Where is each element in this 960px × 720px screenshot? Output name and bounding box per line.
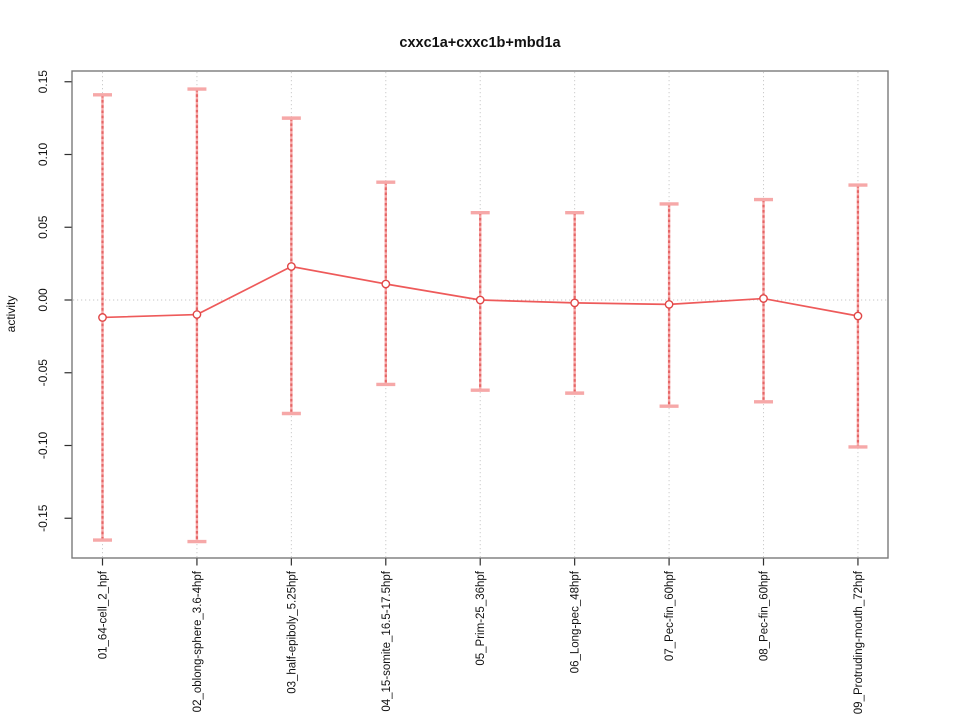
- data-point: [381, 279, 391, 289]
- x-tick-label: 06_Long-pec_48hpf: [570, 570, 582, 673]
- x-tick-label: 02_oblong-sphere_3.6-4hpf: [192, 570, 204, 712]
- y-tick-label: -0.05: [36, 359, 50, 387]
- data-point: [286, 262, 296, 271]
- y-tick-label: 0.05: [36, 215, 50, 239]
- x-tick-label: 09_Protruding-mouth_72hpf: [853, 570, 865, 714]
- plot-box: [71, 70, 889, 559]
- x-tick-label: 01_64-cell_2_hpf: [98, 570, 110, 659]
- x-tick-label: 07_Pec-fin_60hpf: [664, 570, 676, 661]
- data-point: [570, 298, 580, 308]
- x-tick-label: 03_half-epiboly_5.25hpf: [286, 570, 298, 694]
- y-tick-label: 0.15: [36, 70, 50, 94]
- data-point: [192, 310, 202, 319]
- y-tick-label: -0.10: [36, 432, 50, 460]
- data-points: [98, 262, 863, 322]
- x-tick-label: 04_15-somite_16.5-17.5hpf: [381, 570, 393, 711]
- x-tick-label: 08_Pec-fin_60hpf: [759, 570, 771, 661]
- x-axis-ticks: 01_64-cell_2_hpf 02_oblong-sphere_3.6-4hp…: [98, 558, 865, 714]
- data-point: [664, 299, 674, 309]
- y-tick-label: 0.10: [36, 142, 50, 166]
- chart-title: cxxc1a+cxxc1b+mbd1a: [399, 35, 561, 51]
- data-point: [98, 313, 107, 322]
- y-axis-ticks: -0.15 -0.10 -0.05 0.00 0.05 0.10 0.15: [36, 70, 72, 532]
- y-tick-label: 0.00: [36, 288, 50, 312]
- data-point: [759, 294, 768, 303]
- x-tick-label: 05_Prim-25_36hpf: [475, 570, 487, 665]
- y-axis-label: activity: [4, 296, 18, 333]
- y-tick-label: -0.15: [36, 504, 50, 532]
- data-point: [475, 295, 485, 305]
- data-point: [853, 311, 863, 321]
